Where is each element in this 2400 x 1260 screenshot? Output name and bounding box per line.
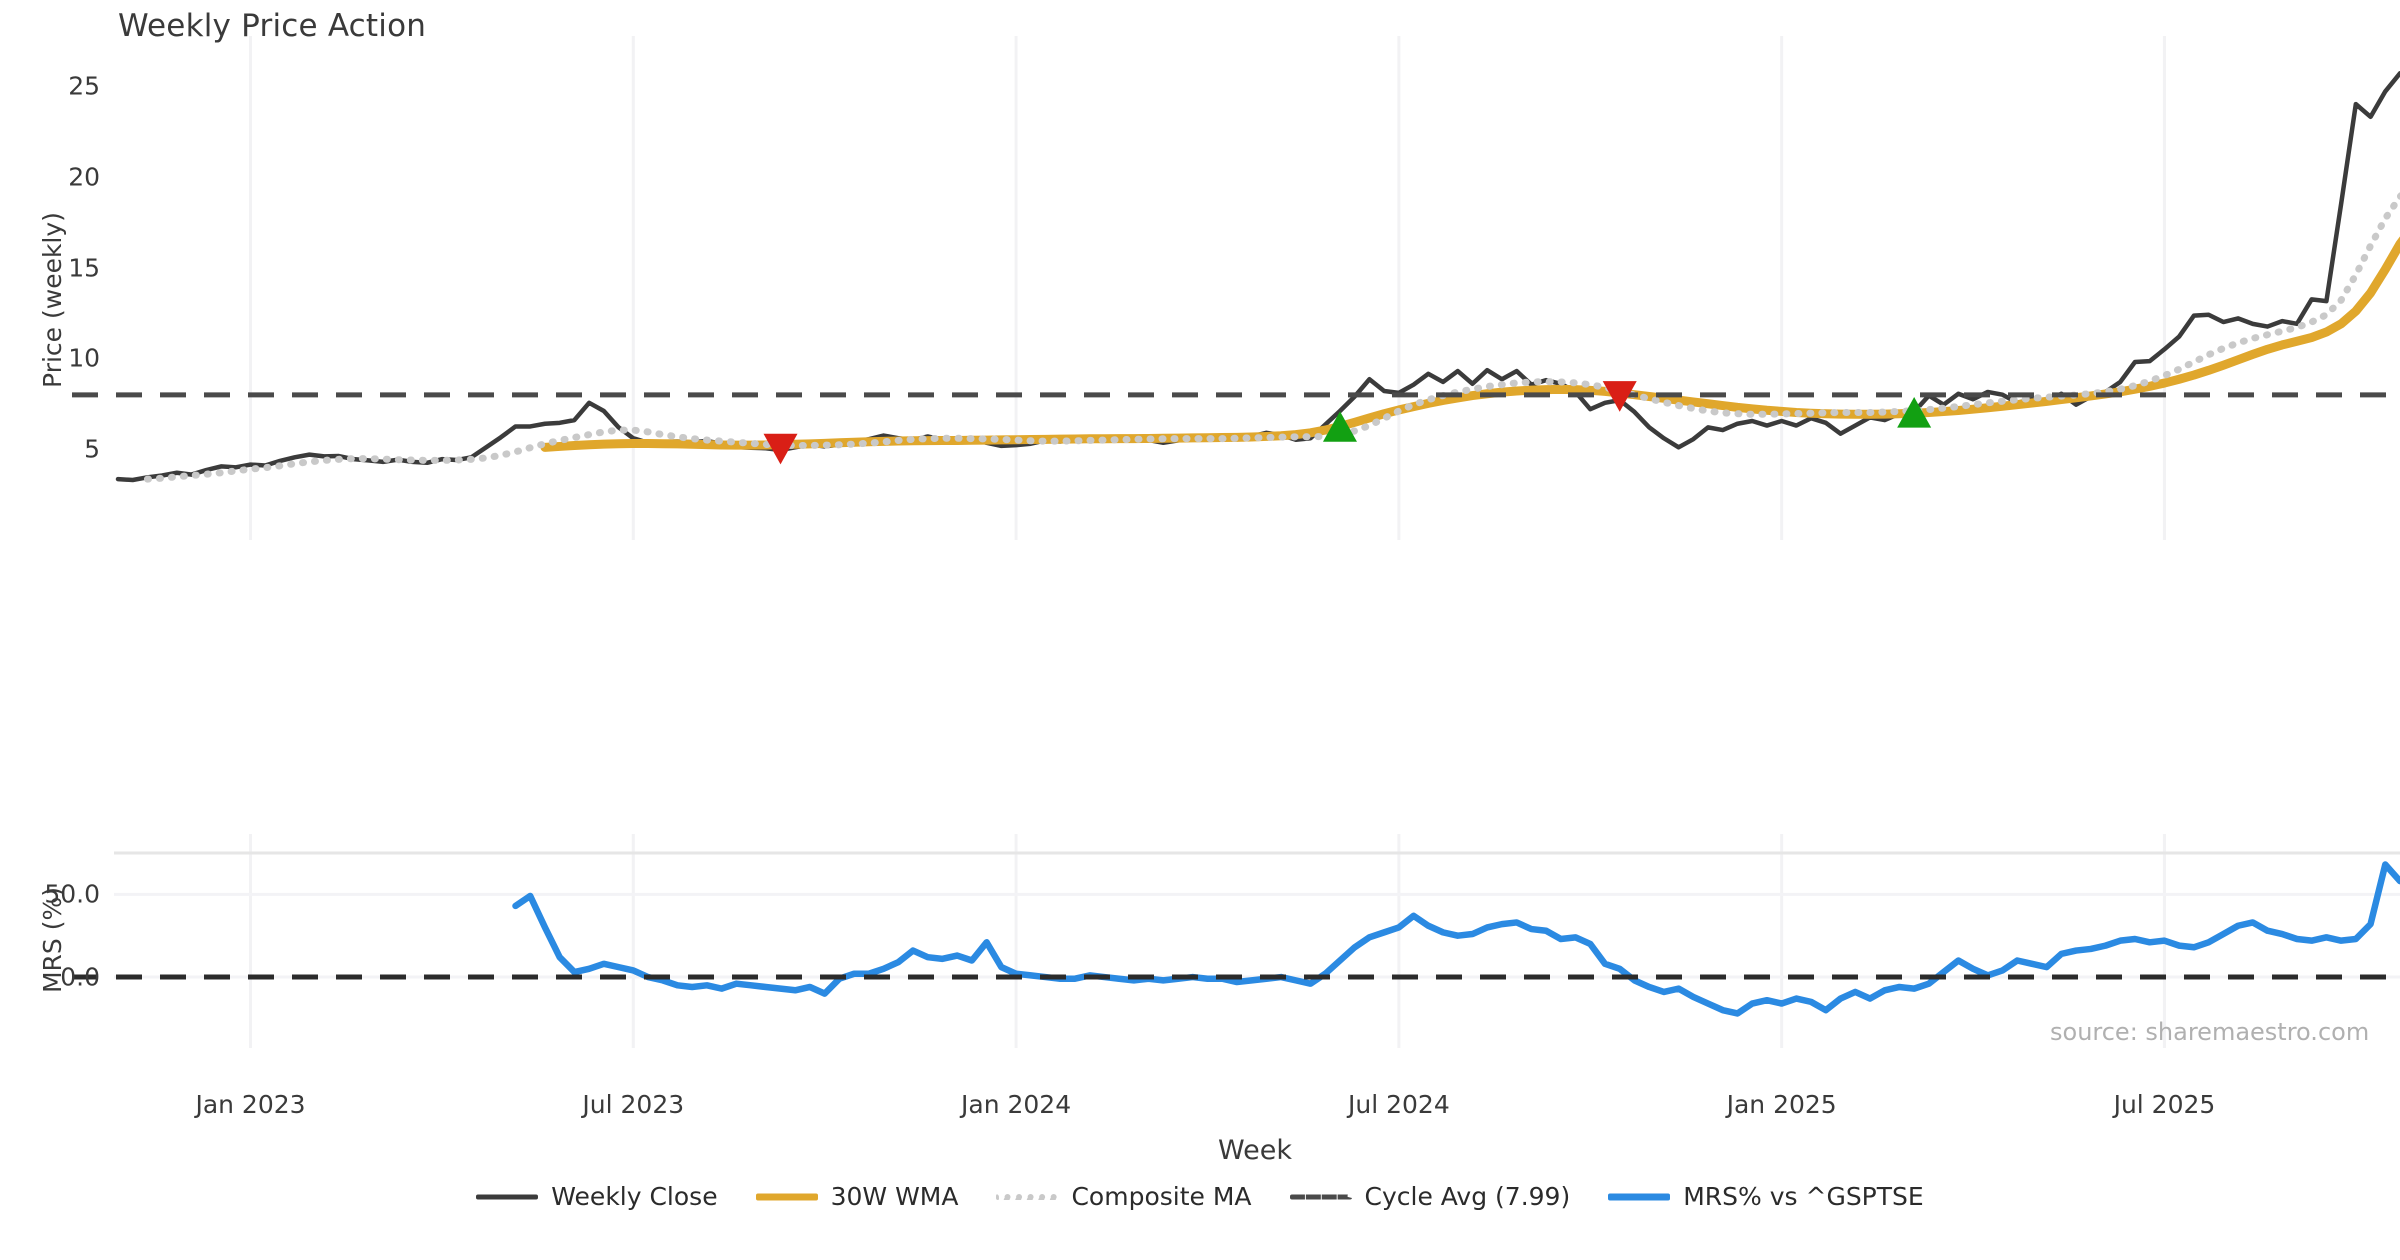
- mrs-panel: [72, 834, 2400, 1048]
- price-panel: [72, 36, 2400, 540]
- chart-legend: Weekly Close 30W WMA Composite MA Cycle Avg…: [0, 1182, 2400, 1211]
- price-y-tick-15: 15: [68, 253, 100, 283]
- sell-marker-triangle: [763, 433, 798, 465]
- buy-marker-triangle: [1322, 411, 1357, 442]
- x-tick-jul-2024: Jul 2024: [1347, 1090, 1450, 1119]
- x-tick-jul-2023: Jul 2023: [582, 1090, 685, 1119]
- x-axis-title: Week: [1218, 1135, 1292, 1166]
- price-y-tick-5: 5: [84, 434, 100, 464]
- legend-label: Weekly Close: [551, 1182, 718, 1211]
- legend-label: 30W WMA: [830, 1182, 959, 1211]
- legend-label: MRS% vs ^GSPTSE: [1683, 1182, 1924, 1211]
- mrs-y-tick-50: 50.0: [44, 879, 100, 909]
- price-y-tick-10: 10: [68, 343, 100, 373]
- legend-item-composite-ma[interactable]: Composite MA: [996, 1182, 1252, 1211]
- legend-item-mrs-vs-gsptse[interactable]: MRS% vs ^GSPTSE: [1608, 1182, 1924, 1211]
- legend-item-weekly-close[interactable]: Weekly Close: [476, 1182, 718, 1211]
- series-weekly-close: [115, 70, 2400, 483]
- legend-item-cycle-avg-7-99[interactable]: Cycle Avg (7.99): [1289, 1182, 1571, 1211]
- x-tick-jan-2023: Jan 2023: [195, 1090, 306, 1119]
- source-note: source: sharemaestro.com: [2050, 1018, 2370, 1046]
- price-y-tick-25: 25: [68, 71, 100, 101]
- price-y-tick-20: 20: [68, 162, 100, 192]
- mrs-y-axis-title: MRS (%): [38, 886, 67, 994]
- x-tick-jan-2024: Jan 2024: [961, 1090, 1072, 1119]
- buy-marker-triangle: [1897, 397, 1932, 428]
- page-title: Weekly Price Action: [118, 8, 427, 44]
- series-mrs-pct: [512, 861, 2400, 1017]
- x-tick-jan-2025: Jan 2025: [1726, 1090, 1837, 1119]
- legend-label: Composite MA: [1071, 1182, 1252, 1211]
- series-30w-wma: [540, 236, 2400, 452]
- x-tick-jul-2025: Jul 2025: [2113, 1090, 2216, 1119]
- series-composite-ma: [143, 191, 2400, 483]
- price-y-axis-title: Price (weekly): [38, 212, 67, 388]
- legend-item-30w-wma[interactable]: 30W WMA: [755, 1182, 959, 1211]
- legend-label: Cycle Avg (7.99): [1364, 1182, 1571, 1211]
- mrs-y-tick-0: 0.0: [60, 962, 100, 992]
- sell-marker-triangle: [1602, 381, 1637, 412]
